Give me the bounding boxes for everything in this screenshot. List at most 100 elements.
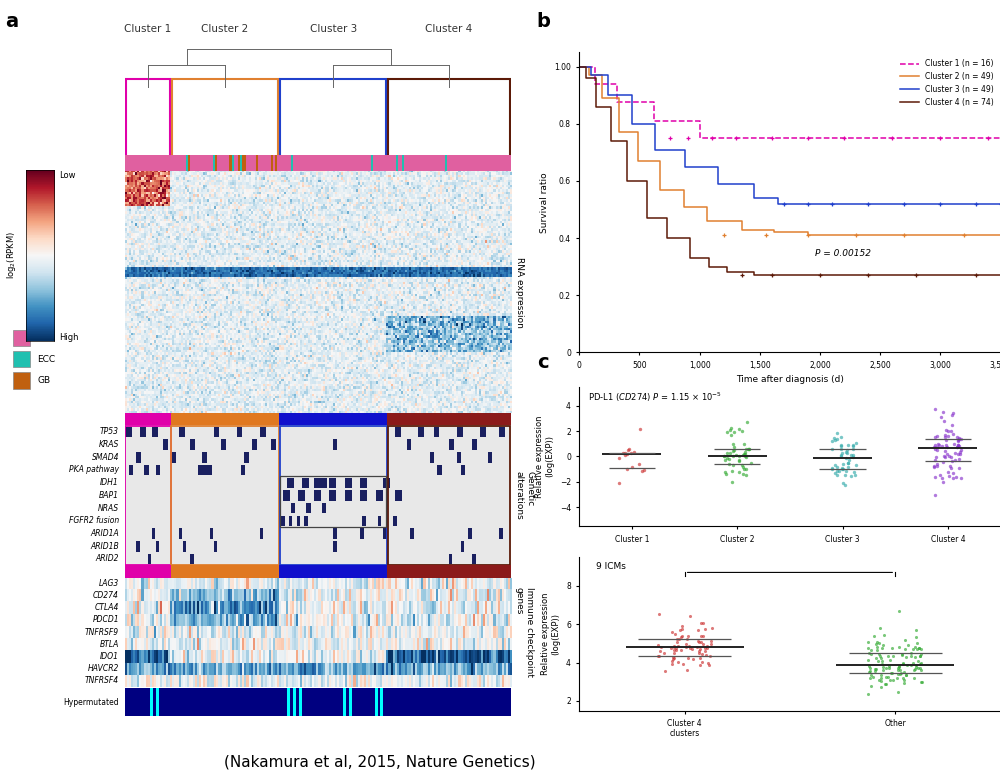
Bar xyxy=(144,465,149,475)
Point xyxy=(834,463,850,476)
Bar xyxy=(287,477,294,488)
Bar xyxy=(347,154,349,171)
Point xyxy=(722,424,738,437)
Point xyxy=(827,459,843,471)
Point xyxy=(615,447,631,459)
Point xyxy=(929,459,945,472)
Point xyxy=(726,444,742,456)
Bar xyxy=(246,154,248,171)
Point xyxy=(623,447,639,459)
Point xyxy=(719,447,735,459)
Point xyxy=(937,445,953,457)
Point xyxy=(877,677,893,690)
Bar xyxy=(330,154,332,171)
Bar xyxy=(237,426,242,437)
Bar xyxy=(390,154,392,171)
Bar xyxy=(378,516,381,526)
Bar xyxy=(295,154,297,171)
Bar xyxy=(256,154,258,171)
Text: Cluster 1: Cluster 1 xyxy=(124,24,172,34)
Bar xyxy=(334,154,336,171)
Bar xyxy=(166,154,168,171)
Bar xyxy=(322,154,324,171)
Bar xyxy=(359,154,361,171)
Point xyxy=(913,657,929,670)
Point xyxy=(875,660,891,673)
Bar xyxy=(232,154,234,171)
Point xyxy=(940,430,956,442)
Bar xyxy=(266,154,268,171)
Bar xyxy=(320,154,322,171)
Point xyxy=(896,673,912,686)
Bar xyxy=(229,154,232,171)
Point xyxy=(878,661,894,673)
Point xyxy=(831,465,847,477)
Bar xyxy=(314,477,327,488)
Bar xyxy=(186,154,188,171)
Point xyxy=(691,636,707,648)
Text: log$_2$(RPKM): log$_2$(RPKM) xyxy=(5,231,18,279)
Point xyxy=(882,654,898,666)
Bar xyxy=(410,154,412,171)
Point xyxy=(665,652,681,664)
Point xyxy=(892,667,908,680)
Point xyxy=(673,644,689,656)
Bar xyxy=(468,154,470,171)
Point xyxy=(674,630,690,642)
Point xyxy=(685,652,701,665)
Bar xyxy=(461,465,465,475)
Point xyxy=(734,424,750,437)
Point xyxy=(619,448,635,460)
Bar xyxy=(141,154,143,171)
Point xyxy=(878,670,894,683)
Point xyxy=(940,466,956,478)
Bar xyxy=(434,426,439,437)
Bar xyxy=(505,154,507,171)
Bar xyxy=(178,154,180,171)
Point xyxy=(935,456,951,468)
Bar xyxy=(361,154,363,171)
Bar xyxy=(281,516,285,526)
Bar xyxy=(156,154,158,171)
Point xyxy=(903,650,919,662)
Point xyxy=(679,663,695,676)
Bar xyxy=(371,154,373,171)
Point xyxy=(650,639,666,652)
Point xyxy=(941,450,957,463)
Bar xyxy=(281,154,283,171)
Point xyxy=(617,447,633,459)
Point xyxy=(724,476,740,488)
Point xyxy=(895,672,911,684)
Point xyxy=(927,489,943,502)
Point xyxy=(726,441,742,453)
Bar xyxy=(279,154,281,171)
Bar xyxy=(342,154,344,171)
Point xyxy=(860,688,876,700)
Point xyxy=(721,457,737,470)
Bar xyxy=(316,154,318,171)
Point xyxy=(891,641,907,653)
Bar xyxy=(494,154,496,171)
Bar xyxy=(271,439,276,450)
Point xyxy=(834,447,850,459)
Bar xyxy=(242,154,244,171)
Bar xyxy=(179,528,182,539)
Point xyxy=(737,448,753,460)
Point xyxy=(951,432,967,445)
Point xyxy=(861,659,877,672)
Bar xyxy=(137,154,139,171)
Point xyxy=(953,444,969,456)
Bar xyxy=(303,154,305,171)
Point xyxy=(741,443,757,456)
Point xyxy=(934,440,950,452)
Bar xyxy=(351,154,353,171)
Bar xyxy=(156,541,159,551)
Bar xyxy=(498,154,500,171)
Point xyxy=(869,635,885,648)
Bar xyxy=(392,154,394,171)
Point xyxy=(829,469,845,481)
Point xyxy=(863,644,879,656)
Bar xyxy=(443,154,445,171)
Point xyxy=(939,441,955,453)
Bar xyxy=(193,154,195,171)
